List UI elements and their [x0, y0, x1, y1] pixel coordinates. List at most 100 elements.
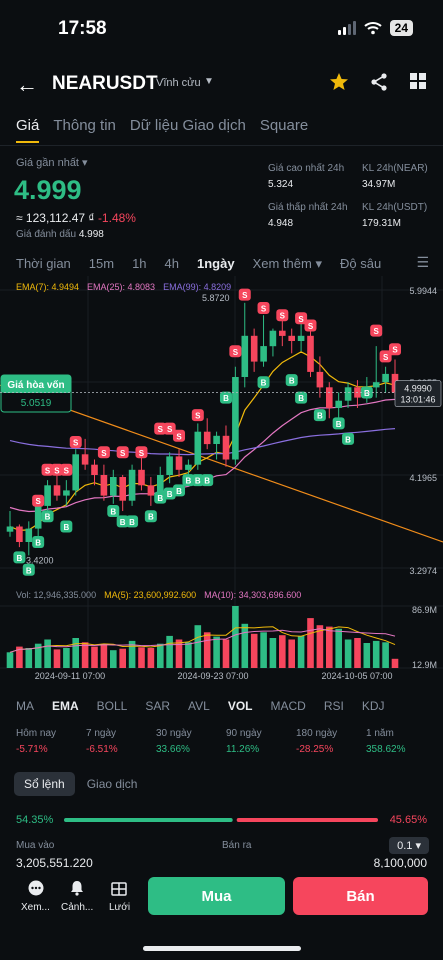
- volume-bar: [203, 632, 211, 668]
- ind-rsi[interactable]: RSI: [323, 699, 344, 713]
- volume-bar: [166, 635, 173, 668]
- volume-bar: [363, 643, 371, 668]
- precision-select[interactable]: 0.1 ▾: [389, 837, 429, 854]
- candles: [6, 302, 399, 556]
- candle-body: [63, 490, 70, 496]
- tf-1d[interactable]: 1ngày: [197, 256, 235, 271]
- symbol-title[interactable]: NEARUSDT: [52, 73, 158, 94]
- marker-letter: B: [157, 494, 163, 503]
- sell-marker: S: [173, 429, 186, 442]
- marker-letter: S: [158, 425, 164, 434]
- candle-body: [232, 377, 239, 460]
- tf-depth[interactable]: Độ sâu: [339, 256, 382, 271]
- candle-up: [44, 480, 51, 512]
- marker-box: [60, 520, 73, 533]
- volume-bar: [372, 640, 380, 668]
- marker-letter: B: [298, 394, 304, 403]
- grid-menu-icon[interactable]: [409, 72, 427, 90]
- tf-15m[interactable]: 15m: [88, 256, 115, 271]
- ratio-bar: [64, 818, 378, 822]
- chevron-down-icon[interactable]: ▼: [204, 76, 214, 87]
- tab-trading-data[interactable]: Dữ liệu Giao dịch: [129, 117, 246, 134]
- candle-down: [222, 425, 230, 467]
- buy-button[interactable]: Mua: [148, 877, 285, 915]
- tab-trades[interactable]: Giao dịch: [86, 777, 138, 791]
- buy-marker: B: [360, 386, 373, 399]
- marker-box: [154, 491, 167, 504]
- back-arrow-icon[interactable]: ←: [16, 72, 38, 97]
- wifi-icon: [363, 22, 382, 35]
- ind-boll[interactable]: BOLL: [96, 699, 128, 713]
- marker-letter: S: [374, 327, 380, 336]
- chart-settings-icon[interactable]: ☰: [416, 254, 429, 270]
- high-24h: 5.324: [268, 179, 294, 190]
- tf-4h[interactable]: 4h: [164, 256, 180, 271]
- tab-orderbook[interactable]: Sổ lệnh: [14, 772, 75, 796]
- tf-more[interactable]: Xem thêm ▾: [252, 256, 322, 271]
- marker-letter: B: [289, 377, 295, 386]
- bell-icon[interactable]: [69, 880, 85, 901]
- sell-button[interactable]: Bán: [293, 877, 428, 915]
- ind-sar[interactable]: SAR: [145, 699, 171, 713]
- marker-box: [389, 343, 401, 356]
- ind-kdj[interactable]: KDJ: [361, 699, 385, 713]
- home-indicator: [143, 946, 301, 951]
- ind-avl[interactable]: AVL: [188, 699, 210, 713]
- tab-info[interactable]: Thông tin: [53, 117, 116, 134]
- star-icon[interactable]: [329, 72, 349, 92]
- ind-macd[interactable]: MACD: [270, 699, 306, 713]
- last-price-label[interactable]: Giá gần nhất ▾: [16, 157, 88, 169]
- marker-box: [370, 324, 383, 337]
- marker-letter: S: [176, 432, 182, 441]
- more-icon[interactable]: [28, 880, 44, 901]
- cellular-signal-icon: [337, 21, 356, 35]
- sell-marker: S: [370, 324, 383, 337]
- buy-ratio: 54.35%: [16, 814, 54, 826]
- sell-marker: S: [295, 312, 308, 325]
- buy-marker: B: [219, 391, 232, 404]
- share-icon[interactable]: [369, 72, 389, 92]
- sell-marker: S: [50, 463, 63, 476]
- candle-up: [241, 302, 249, 388]
- volume-bar: [232, 606, 239, 668]
- grid-label[interactable]: Lưới: [109, 902, 131, 913]
- sell-marker: S: [135, 446, 148, 459]
- buy-marker: B: [332, 417, 345, 430]
- marker-letter: S: [167, 425, 173, 434]
- volume-bar: [279, 635, 286, 668]
- sell-marker: S: [41, 463, 54, 476]
- candle-body: [194, 431, 202, 465]
- marker-letter: B: [167, 490, 173, 499]
- candle-body: [241, 335, 249, 377]
- ma10-label: MA(10): 34,303,696.600: [204, 590, 302, 600]
- candle-body: [288, 335, 295, 341]
- ind-vol[interactable]: VOL: [227, 699, 253, 713]
- fiat-value: ≈ 123,112.47 ₫: [16, 211, 95, 225]
- marker-box: [116, 446, 129, 459]
- ind-ma[interactable]: MA: [16, 699, 34, 713]
- candle-body: [25, 528, 33, 542]
- tab-price[interactable]: Giá: [16, 117, 40, 143]
- tf-1h[interactable]: 1h: [132, 256, 147, 271]
- ind-ema[interactable]: EMA: [52, 699, 79, 713]
- candle-body: [335, 400, 342, 408]
- perf-90d: 11.26%: [226, 744, 260, 755]
- alert-label[interactable]: Cảnh...: [61, 902, 94, 913]
- more-label[interactable]: Xem...: [21, 902, 50, 913]
- candle-down: [81, 438, 89, 470]
- candle-body: [91, 464, 98, 475]
- perf-1y: 358.62%: [366, 744, 406, 755]
- tf-time[interactable]: Thời gian: [16, 256, 71, 271]
- marker-box: [304, 319, 317, 332]
- candle-body: [175, 456, 183, 470]
- candle-up: [194, 423, 202, 470]
- grid-bot-icon[interactable]: [111, 880, 127, 901]
- tab-square[interactable]: Square: [259, 117, 309, 134]
- 24h-stats: Giá cao nhất 24h 5.324 KL 24h(NEAR) 34.97M…: [268, 163, 443, 241]
- marker-letter: B: [110, 508, 116, 517]
- volume-bar: [119, 648, 126, 668]
- marker-box: [201, 474, 214, 487]
- volume-bar: [213, 636, 220, 668]
- buy-marker: B: [191, 474, 204, 487]
